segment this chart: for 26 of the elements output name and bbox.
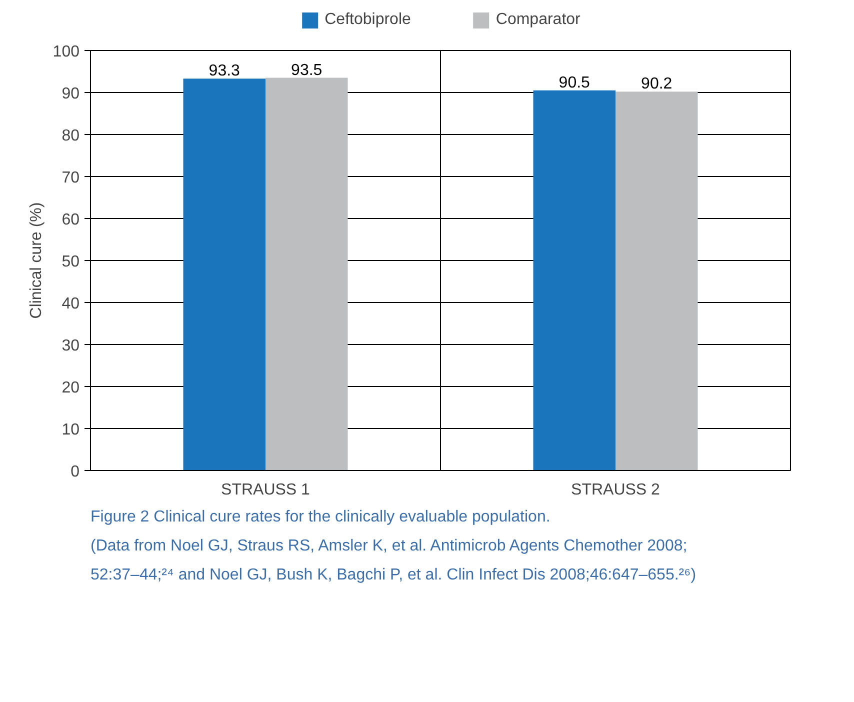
bar — [183, 78, 266, 470]
bar — [266, 78, 348, 470]
data-label: 90.2 — [641, 76, 672, 93]
y-tick-label: 100 — [52, 44, 80, 60]
y-tick-label: 90 — [62, 86, 80, 102]
y-tick-label: 50 — [62, 254, 80, 270]
text: (Data from Noel GJ, Straus RS, Amsler K, et al. Antimicrob Agents Chemother 2008; 52:37–44;²⁴ and Noel GJ, Bush K, Bagchi P, et al. Clin Infect Dis 2008;46:647–655.²⁶) — [90, 538, 696, 584]
y-tick-label: 60 — [62, 212, 80, 228]
y-tick-label: 80 — [62, 128, 80, 144]
y-tick-label: 10 — [62, 422, 80, 438]
y-tick-label: 20 — [62, 380, 80, 396]
x-tick-label: STRAUSS 1 — [221, 482, 310, 498]
bar — [533, 90, 616, 470]
data-label: 90.5 — [558, 74, 590, 92]
x-tick-label: STRAUSS 2 — [571, 482, 660, 498]
bar — [616, 92, 698, 470]
data-label: 93.5 — [291, 62, 322, 79]
caption: Figure 2 Clinical cure rates for the clinically evaluable population. — [90, 508, 550, 526]
legend-label: Ceftobiprole — [324, 11, 411, 29]
data-label: 93.3 — [208, 62, 240, 80]
y-axis-title: Clinical cure (%) — [28, 202, 45, 319]
y-tick-label: 30 — [62, 338, 80, 354]
y-tick-label: 40 — [62, 296, 80, 312]
legend-label: Comparator — [496, 11, 580, 29]
y-tick-label: 0 — [70, 464, 80, 480]
y-tick-label: 70 — [62, 170, 80, 186]
